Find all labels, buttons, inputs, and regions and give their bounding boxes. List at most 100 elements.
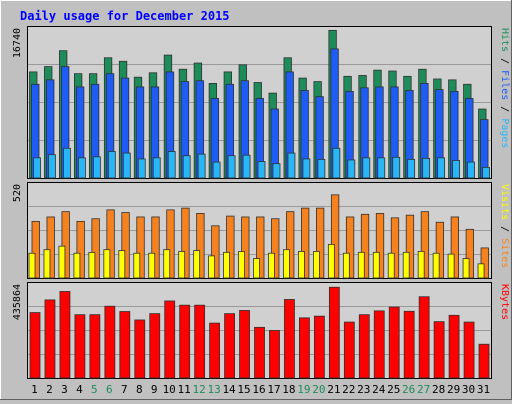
visits-bar-day-24 — [372, 251, 380, 279]
pages-bar-day-1 — [33, 157, 41, 179]
pages-bar-day-15 — [242, 154, 251, 179]
visits-bar-day-23 — [357, 251, 365, 279]
x-tick-label-day-9: 9 — [151, 383, 158, 396]
x-tick-label-day-11: 11 — [178, 383, 191, 396]
ylabel-separator: / — [499, 100, 510, 118]
kbytes-bar-day-9 — [149, 313, 161, 379]
visits-bar-day-14 — [223, 251, 230, 279]
x-tick-label-day-4: 4 — [76, 383, 83, 396]
x-tick-label-day-3: 3 — [61, 383, 68, 396]
kbytes-bar-day-7 — [119, 311, 131, 379]
sites-bar-day-23 — [360, 213, 370, 279]
pages-bar-day-12 — [197, 153, 206, 179]
kbytes-bar-day-2 — [44, 299, 56, 379]
visits-bar-day-18 — [283, 249, 290, 279]
sites-bar-day-4 — [76, 220, 85, 279]
sites-bar-day-20 — [315, 207, 325, 279]
sites-bar-day-6 — [106, 209, 115, 279]
x-tick-label-day-30: 30 — [462, 383, 475, 396]
x-tick-label-day-15: 15 — [237, 383, 250, 396]
pages-bar-day-14 — [227, 155, 236, 179]
kbytes-bar-day-10 — [164, 300, 176, 379]
pages-bar-day-13 — [212, 161, 221, 179]
visits-bar-day-27 — [417, 251, 425, 279]
chart-title: Daily usage for December 2015 — [20, 9, 230, 23]
visits-bar-day-17 — [268, 252, 275, 279]
x-tick-label-day-1: 1 — [31, 383, 38, 396]
visits-bar-day-6 — [103, 249, 111, 279]
kbytes-bar-day-1 — [29, 312, 41, 379]
kbytes-bar-day-22 — [343, 321, 355, 379]
kbytes-bar-day-11 — [179, 304, 191, 379]
sites-bar-day-29 — [450, 216, 459, 279]
ylabel-part-visits: Visits — [499, 184, 510, 220]
sites-bar-day-27 — [420, 211, 430, 279]
sites-bar-day-3 — [61, 211, 70, 279]
x-tick-label-day-22: 22 — [342, 383, 355, 396]
kbytes-bar-day-20 — [313, 315, 325, 379]
kbytes-bar-day-12 — [194, 304, 206, 379]
sites-bar-day-19 — [301, 207, 310, 279]
pages-bar-day-6 — [107, 151, 116, 179]
visits-bar-day-1 — [28, 252, 36, 279]
visits-bar-day-13 — [208, 255, 216, 279]
kbytes-bar-day-24 — [373, 310, 385, 379]
sites-bar-day-11 — [181, 207, 190, 279]
visits-bar-day-4 — [73, 252, 81, 279]
visits-bar-day-19 — [298, 251, 305, 279]
visits-bar-day-12 — [193, 250, 201, 279]
x-tick-label-day-25: 25 — [387, 383, 400, 396]
visits-bar-day-10 — [163, 249, 171, 279]
pages-bar-day-16 — [257, 161, 266, 179]
kbytes-bar-day-14 — [224, 313, 235, 379]
sites-bar-day-30 — [465, 228, 474, 279]
pages-bar-day-27 — [422, 157, 431, 179]
ylabel-separator: / — [499, 220, 510, 238]
pages-bar-day-10 — [167, 151, 176, 179]
sites-bar-day-18 — [286, 211, 295, 279]
kbytes-bar-day-8 — [134, 319, 146, 379]
visits-bar-day-3 — [58, 245, 66, 279]
pages-bar-day-26 — [407, 159, 416, 179]
kbytes-bar-day-5 — [89, 314, 101, 379]
pages-bar-day-18 — [287, 152, 296, 179]
visits-bar-day-7 — [118, 250, 126, 279]
sites-bar-day-9 — [151, 216, 160, 279]
ylabel-part-pages: Pages — [499, 118, 510, 148]
x-tick-label-day-2: 2 — [46, 383, 53, 396]
pages-bar-day-24 — [377, 157, 386, 179]
pages-bar-day-23 — [362, 157, 371, 179]
x-tick-label-day-8: 8 — [136, 383, 143, 396]
sites-bar-day-16 — [256, 216, 265, 279]
visits-bar-day-8 — [133, 252, 141, 279]
panel-3-ylabel: KBytes — [499, 284, 510, 320]
panel-2-ytick-max: 520 — [12, 184, 23, 202]
sites-bar-day-5 — [91, 218, 100, 279]
sites-bar-day-13 — [211, 225, 220, 279]
x-tick-label-day-21: 21 — [327, 383, 340, 396]
x-tick-label-day-23: 23 — [357, 383, 370, 396]
x-tick-label-day-17: 17 — [267, 383, 280, 396]
visits-bar-day-11 — [178, 251, 186, 279]
x-tick-label-day-29: 29 — [447, 383, 460, 396]
pages-bar-day-8 — [137, 158, 146, 179]
ylabel-separator: / — [499, 52, 510, 70]
visits-bar-day-5 — [88, 251, 96, 279]
visits-bar-day-21 — [327, 243, 335, 279]
sites-bar-day-24 — [375, 213, 385, 279]
kbytes-bar-day-16 — [254, 326, 265, 379]
ylabel-part-sites: Sites — [499, 238, 510, 268]
x-tick-label-day-20: 20 — [312, 383, 325, 396]
visits-bar-day-30 — [462, 258, 470, 279]
x-tick-label-day-27: 27 — [417, 383, 430, 396]
visits-bar-day-31 — [477, 263, 485, 279]
kbytes-bar-day-6 — [104, 305, 116, 379]
kbytes-bar-day-29 — [448, 314, 460, 379]
sites-bar-day-25 — [390, 217, 400, 279]
panel-1-ytick-max: 16740 — [12, 28, 23, 58]
panel-1-ylabel: Hits / Files / Pages — [499, 28, 510, 148]
x-tick-label-day-12: 12 — [193, 383, 206, 396]
pages-bar-day-19 — [302, 158, 311, 179]
kbytes-bar-day-30 — [463, 321, 475, 379]
